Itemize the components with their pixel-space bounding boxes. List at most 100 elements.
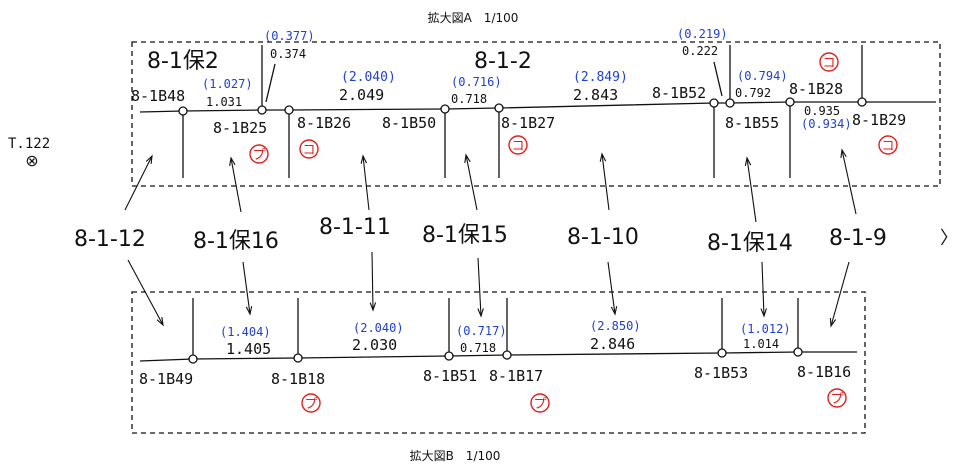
detail-b-title: 拡大図B 1/100 [410,449,501,463]
arrow [841,149,857,215]
measured-distance: 0.222 [682,44,718,58]
mark-circle [827,388,847,408]
boundary-point [709,98,719,108]
measured-distance: 0.792 [735,86,771,100]
arrow [830,261,850,327]
monument-mark: コ [822,56,835,71]
measured-distance: 0.935 [804,104,840,118]
monument-mark: プ [830,392,843,407]
arrow [477,257,482,317]
line-layer [131,41,941,434]
arrowhead [464,153,471,163]
leader-line [265,63,276,103]
boundary-point [293,353,303,363]
registered-distance: (2.850) [590,319,641,333]
arrowhead [829,317,837,328]
arrowhead [145,154,153,165]
measured-distance: 2.846 [590,335,635,353]
point-label: 8-1B26 [297,114,351,132]
leader-arrows [124,148,857,328]
registered-distance: (0.717) [456,324,507,338]
point-label: 8-1B17 [489,367,543,385]
arrow [371,251,374,311]
parcel-label: 8-1保16 [193,229,279,254]
boundary-point [494,103,504,113]
boundary-point [284,105,294,115]
arrow [761,261,765,317]
arrow [362,155,370,211]
point-label: 8-1B28 [789,80,843,98]
boundary-point [257,105,267,115]
arrowhead [156,317,164,327]
block-label: 8-1保2 [147,49,219,74]
boundary-point [785,97,795,107]
arrow [746,157,757,223]
arrowhead [744,156,752,166]
point-label: 8-1B27 [501,114,555,132]
registered-distance: (0.716) [451,75,502,89]
point-label: 8-1B16 [797,363,851,381]
measured-distance: 2.030 [352,336,397,354]
parcel-label: 8-1-12 [74,227,146,252]
point-label: 8-1B51 [423,367,477,385]
leader-line [713,61,723,97]
boundary-point [178,106,188,116]
mark-circle [819,52,839,72]
parcel-label: 8-1保14 [707,231,793,256]
detail-a-frame [131,41,941,187]
arrow [242,261,251,315]
arrowhead [760,308,767,318]
monument-mark: プ [252,148,265,163]
boundary-line-b [139,351,857,362]
point-label: 8-1B53 [694,364,748,382]
point-label: 8-1B48 [131,87,185,105]
registered-distance: (1.404) [220,325,271,339]
mark-circle [249,144,269,164]
mark-circle [878,135,898,155]
point-label: 8-1B50 [382,114,436,132]
boundary-point [502,350,512,360]
measured-distance: 1.031 [206,95,242,109]
arrowhead [245,306,253,316]
mark-circle [508,135,528,155]
measured-distance: 0.374 [270,47,306,61]
arrowhead [360,154,368,164]
measured-distance: 0.718 [460,341,496,355]
measured-distance: 2.843 [573,86,618,104]
point-label: 8-1B25 [213,119,267,137]
point-layer [178,97,867,364]
arrow [601,153,610,211]
mark-circle [299,139,319,159]
arrow [230,157,242,213]
parcel-label: 8-1-9 [829,226,887,251]
arrowhead [610,306,618,316]
mark-circle [301,393,321,413]
parcel-label: 8-1-10 [567,225,639,250]
registered-distance: (2.849) [573,70,628,85]
registered-distance: (0.219) [677,27,728,41]
monument-mark: プ [304,397,317,412]
parcel-label: 8-1保15 [422,223,508,248]
monument-mark: コ [302,143,315,158]
parcel-label: 8-1-11 [319,215,391,240]
boundary-point [725,98,735,108]
benchmark-label: T.122 [8,136,50,152]
boundary-point [857,97,867,107]
boundary-point [440,104,450,114]
text-layer: 拡大図A 1/100 拡大図B 1/100 8-1保2 8-1-2 T.122⊗ 〉 8-1… [8,11,953,463]
next-arrow: 〉 [940,228,953,249]
monument-mark: プ [533,397,546,412]
measured-distance: 1.014 [743,337,779,351]
point-label: 8-1B55 [725,114,779,132]
point-label: 8-1B18 [271,370,325,388]
boundary-point [188,354,198,364]
registered-distance: (2.040) [353,321,404,335]
arrow [465,154,478,211]
registered-distance: (1.027) [202,77,253,91]
point-label: 8-1B49 [139,370,193,388]
block-label: 8-1-2 [474,49,532,74]
registered-distance: (0.934) [801,117,852,131]
point-label: 8-1B29 [852,111,906,129]
registered-distance: (0.377) [264,29,315,43]
